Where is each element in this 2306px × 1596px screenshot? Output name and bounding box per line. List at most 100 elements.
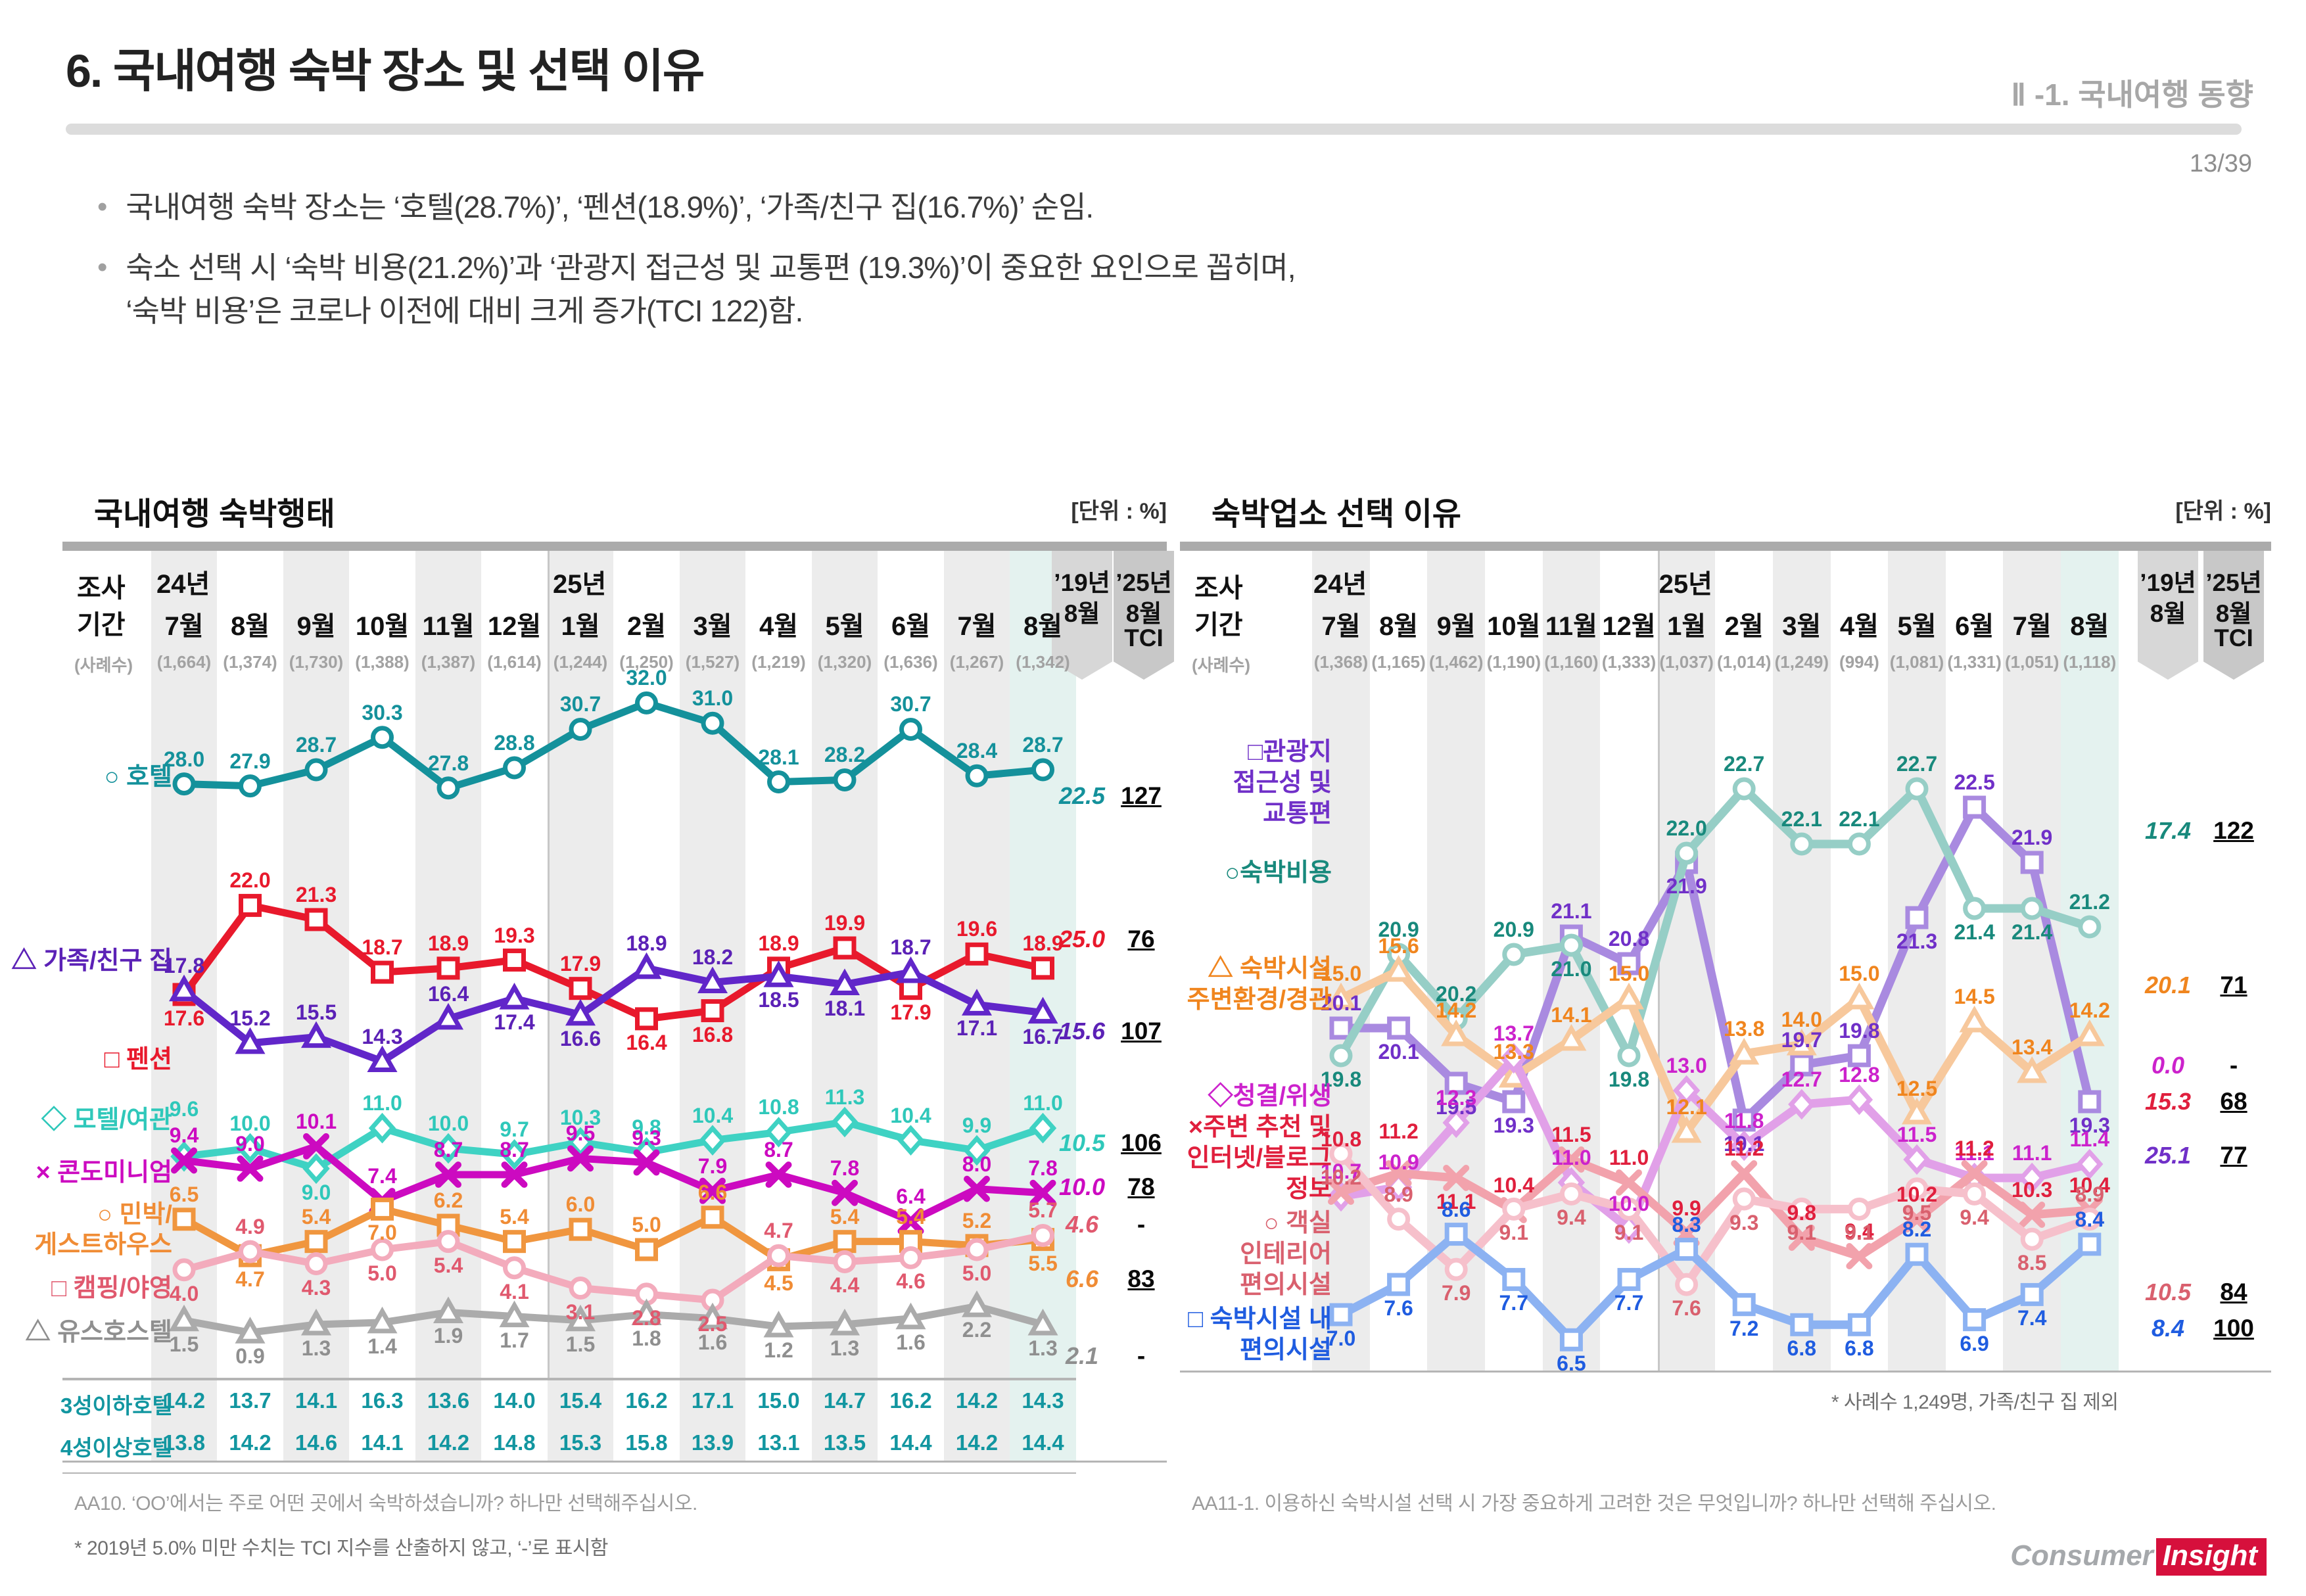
value-label-hotel: 28.4 [956, 739, 998, 763]
data-point-square [1387, 1016, 1411, 1040]
data-point-triangle [1729, 1037, 1760, 1065]
value-label-motel: 9.0 [301, 1180, 331, 1204]
column-stripe [1010, 551, 1076, 1461]
tci-clean: - [2229, 1052, 2238, 1079]
page-title: 6. 국내여행 숙박 장소 및 선택 이유 [66, 45, 705, 97]
val19-environ: 20.1 [2144, 972, 2192, 998]
data-point-cross [1731, 1160, 1758, 1186]
data-point-triangle [763, 1310, 794, 1338]
value-label-minbak: 4.7 [235, 1267, 265, 1292]
value-label-pension: 16.4 [626, 1030, 667, 1054]
val19-youth: 2.1 [1065, 1342, 1099, 1369]
table-cell: 15.3 [559, 1430, 602, 1455]
val19-cost: 17.4 [2144, 817, 2192, 844]
tci-condo: 78 [1127, 1173, 1155, 1200]
value-label-environ: 13.4 [2012, 1035, 2053, 1059]
data-point-triangle [367, 1306, 398, 1334]
value-label-family: 18.9 [626, 931, 667, 955]
value-label-cost: 22.1 [1839, 807, 1880, 831]
samples-label: (사례수) [74, 655, 133, 675]
value-label-recommend: 10.4 [1493, 1173, 1534, 1197]
value-label-minbak: 5.4 [830, 1204, 860, 1229]
value-label-minbak: 6.6 [697, 1180, 728, 1204]
value-label-environ: 15.6 [1378, 934, 1419, 958]
val19-clean: 0.0 [2151, 1052, 2185, 1079]
table-cell: 13.8 [162, 1430, 206, 1455]
table-cell: 14.3 [1022, 1388, 1064, 1413]
year-label: 24년 [1313, 570, 1367, 599]
value-label-facility: 8.4 [2075, 1207, 2105, 1231]
value-label-environ: 14.1 [1551, 1003, 1592, 1027]
data-point-square [239, 1244, 262, 1267]
bullet-text: 숙소 선택 시 ‘숙박 비용(21.2%)’과 ‘관광지 접근성 및 교통편 (… [126, 250, 1296, 328]
data-point-circle [1732, 777, 1756, 801]
value-label-hotel: 30.3 [362, 700, 403, 724]
data-point-square [767, 1248, 790, 1271]
chart-title: 숙박업소 선택 이유 [1212, 497, 1461, 532]
value-label-minbak: 6.2 [433, 1188, 463, 1213]
section-label: Ⅱ -1. 국내여행 동향 [2011, 78, 2253, 112]
value-label-clean: 12.7 [1781, 1068, 1822, 1091]
month-label: 9월 [296, 612, 336, 641]
sample-count: (1,636) [883, 652, 938, 672]
month-label: 10월 [1487, 612, 1541, 641]
value-label-environ: 12.5 [1896, 1077, 1938, 1100]
sample-count: (1,081) [1889, 652, 1944, 672]
sample-count: (1,374) [223, 652, 277, 672]
value-label-pension: 16.8 [692, 1022, 734, 1046]
value-label-condo: 10.1 [295, 1109, 337, 1133]
value-label-family: 15.5 [295, 1000, 337, 1024]
month-label: 1월 [561, 612, 600, 641]
value-label-camping: 4.7 [764, 1219, 793, 1243]
value-label-camping: 5.4 [433, 1253, 463, 1277]
data-point-diamond [368, 1112, 396, 1144]
value-label-minbak: 5.2 [962, 1208, 992, 1232]
legend-family: △ 가족/친구 집 [11, 947, 172, 975]
data-point-square [767, 956, 790, 980]
year-divider [547, 551, 550, 1378]
value-label-condo: 8.7 [500, 1138, 529, 1162]
tci-family: 107 [1121, 1018, 1162, 1044]
table-cell: 16.2 [625, 1388, 668, 1413]
value-label-tourist: 21.1 [1551, 899, 1592, 923]
legend-hotel: ○ 호텔 [104, 763, 172, 791]
value-label-family: 16.6 [559, 1026, 601, 1050]
legend-tourist: 접근성 및 [1233, 769, 1332, 797]
table-cell: 14.2 [229, 1430, 271, 1455]
value-label-environ: 13.8 [1724, 1017, 1765, 1041]
data-point-square [635, 1007, 658, 1031]
value-label-minbak: 5.5 [1028, 1251, 1058, 1275]
data-point-circle [767, 1244, 790, 1267]
bullet-item: • 국내여행 숙박 장소는 ‘호텔(28.7%)’, ‘펜션(18.9%)’, … [97, 185, 2135, 229]
value-label-family: 18.2 [692, 945, 734, 970]
value-label-camping: 4.4 [830, 1273, 860, 1298]
banner-text: 8월 [1125, 600, 1162, 627]
legend-minbak: 게스트하우스 [34, 1231, 172, 1259]
value-label-camping: 4.6 [896, 1269, 926, 1294]
legend-environ: 주변환경/경관 [1187, 986, 1332, 1014]
month-label: 8월 [230, 612, 270, 641]
value-label-youth: 2.2 [962, 1318, 992, 1342]
month-label: 9월 [1436, 612, 1476, 641]
unit-label: [단위 : %] [2175, 499, 2271, 524]
data-point-circle [767, 770, 790, 794]
data-point-square [899, 1230, 922, 1254]
data-point-circle [1502, 1197, 1526, 1221]
value-label-environ: 14.2 [2069, 998, 2110, 1022]
period-label: 기간 [77, 611, 126, 640]
value-label-environ: 12.1 [1666, 1095, 1707, 1119]
data-point-circle [371, 726, 394, 749]
value-label-youth: 1.8 [632, 1326, 661, 1350]
col19-banner: ’19년 8월 [1052, 551, 1112, 680]
value-label-cost: 21.4 [1954, 920, 1995, 944]
chart-bottom-line [62, 1461, 1167, 1463]
val19-pension: 25.0 [1058, 926, 1106, 952]
sample-count: (1,244) [553, 652, 608, 672]
value-label-clean: 10.9 [1378, 1150, 1419, 1174]
data-point-triangle [1959, 1005, 1990, 1033]
legend-youth: △ 유스호스텔 [25, 1319, 172, 1346]
value-label-recommend: 10.3 [2012, 1178, 2053, 1202]
value-label-youth: 1.3 [830, 1336, 860, 1360]
value-label-tourist: 21.9 [1666, 874, 1707, 898]
data-point-triangle [1498, 1060, 1529, 1088]
